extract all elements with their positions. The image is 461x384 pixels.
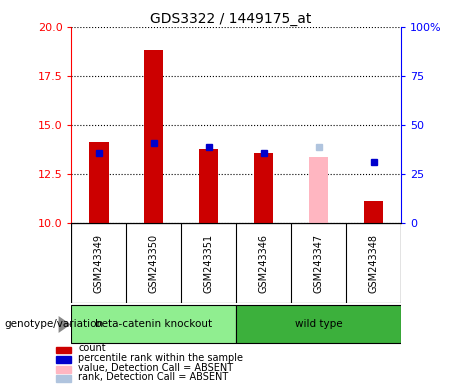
Text: count: count [78, 343, 106, 354]
Bar [71, 306, 236, 343]
Bar [364, 201, 383, 223]
Text: GSM243348: GSM243348 [369, 233, 378, 293]
Bar [89, 142, 108, 223]
Text: genotype/variation: genotype/variation [5, 319, 104, 329]
Text: wild type: wild type [295, 319, 343, 329]
Text: GDS3322 / 1449175_at: GDS3322 / 1449175_at [150, 12, 311, 25]
Bar [56, 356, 71, 363]
Text: GSM243349: GSM243349 [94, 233, 104, 293]
Text: GSM243351: GSM243351 [204, 233, 214, 293]
Bar [56, 376, 71, 382]
Text: GSM243347: GSM243347 [313, 233, 324, 293]
Text: GSM243350: GSM243350 [149, 233, 159, 293]
Bar [144, 50, 164, 223]
Text: GSM243346: GSM243346 [259, 233, 269, 293]
Bar [236, 306, 401, 343]
Bar [309, 157, 328, 223]
Text: percentile rank within the sample: percentile rank within the sample [78, 353, 243, 363]
Polygon shape [59, 316, 71, 333]
Text: value, Detection Call = ABSENT: value, Detection Call = ABSENT [78, 362, 234, 373]
Bar [56, 346, 71, 353]
Text: beta-catenin knockout: beta-catenin knockout [95, 319, 213, 329]
Bar [56, 366, 71, 372]
Bar [199, 149, 219, 223]
Bar [254, 153, 273, 223]
Text: rank, Detection Call = ABSENT: rank, Detection Call = ABSENT [78, 372, 229, 382]
